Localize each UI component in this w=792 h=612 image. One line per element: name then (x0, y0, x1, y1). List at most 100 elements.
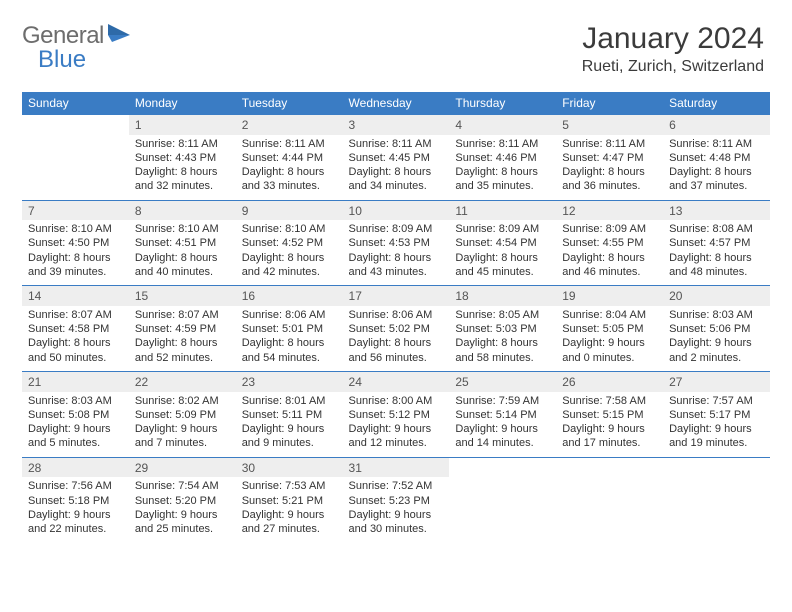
weekday-header: Wednesday (343, 92, 450, 115)
day-line: Sunset: 4:59 PM (135, 322, 230, 336)
day-line: Daylight: 9 hours (349, 422, 444, 436)
day-number (663, 457, 770, 477)
day-line: Sunrise: 8:00 AM (349, 394, 444, 408)
day-number: 8 (129, 200, 236, 220)
day-cell: Sunrise: 8:05 AMSunset: 5:03 PMDaylight:… (449, 306, 556, 372)
day-number: 3 (343, 115, 450, 135)
day-line: Daylight: 8 hours (135, 251, 230, 265)
day-line: Sunset: 5:08 PM (28, 408, 123, 422)
day-line: Daylight: 8 hours (562, 165, 657, 179)
day-cell: Sunrise: 8:10 AMSunset: 4:50 PMDaylight:… (22, 220, 129, 286)
day-line: Daylight: 9 hours (669, 422, 764, 436)
day-line: Sunrise: 8:09 AM (349, 222, 444, 236)
day-line: Daylight: 9 hours (242, 422, 337, 436)
day-line: Sunrise: 8:06 AM (242, 308, 337, 322)
day-number: 30 (236, 457, 343, 477)
day-line: Sunset: 5:17 PM (669, 408, 764, 422)
day-number: 2 (236, 115, 343, 135)
day-number: 17 (343, 286, 450, 306)
day-number: 4 (449, 115, 556, 135)
day-number: 19 (556, 286, 663, 306)
day-line: and 9 minutes. (242, 436, 337, 450)
day-line: Sunset: 4:44 PM (242, 151, 337, 165)
day-line: Sunrise: 8:09 AM (455, 222, 550, 236)
day-cell: Sunrise: 8:03 AMSunset: 5:08 PMDaylight:… (22, 392, 129, 458)
day-line: Daylight: 9 hours (135, 422, 230, 436)
day-line: Sunset: 5:20 PM (135, 494, 230, 508)
day-line: Sunrise: 7:53 AM (242, 479, 337, 493)
day-line: and 27 minutes. (242, 522, 337, 536)
day-number: 12 (556, 200, 663, 220)
day-cell: Sunrise: 7:52 AMSunset: 5:23 PMDaylight:… (343, 477, 450, 542)
day-line: Sunrise: 8:11 AM (669, 137, 764, 151)
day-number: 22 (129, 372, 236, 392)
day-line: Daylight: 8 hours (455, 336, 550, 350)
day-line: and 48 minutes. (669, 265, 764, 279)
day-cell (556, 477, 663, 542)
day-line: Sunset: 4:54 PM (455, 236, 550, 250)
day-cell: Sunrise: 8:02 AMSunset: 5:09 PMDaylight:… (129, 392, 236, 458)
day-cell: Sunrise: 7:58 AMSunset: 5:15 PMDaylight:… (556, 392, 663, 458)
day-line: Sunset: 4:53 PM (349, 236, 444, 250)
day-line: and 42 minutes. (242, 265, 337, 279)
day-line: Daylight: 8 hours (242, 251, 337, 265)
day-line: Sunrise: 8:11 AM (349, 137, 444, 151)
day-cell: Sunrise: 8:07 AMSunset: 4:59 PMDaylight:… (129, 306, 236, 372)
day-line: Sunrise: 8:09 AM (562, 222, 657, 236)
day-line: and 37 minutes. (669, 179, 764, 193)
day-line: and 17 minutes. (562, 436, 657, 450)
day-line: Sunrise: 7:58 AM (562, 394, 657, 408)
day-line: and 7 minutes. (135, 436, 230, 450)
day-line: Daylight: 8 hours (455, 251, 550, 265)
day-cell: Sunrise: 8:06 AMSunset: 5:01 PMDaylight:… (236, 306, 343, 372)
day-number: 16 (236, 286, 343, 306)
day-number: 15 (129, 286, 236, 306)
day-number: 25 (449, 372, 556, 392)
day-line: Daylight: 8 hours (242, 165, 337, 179)
day-cell: Sunrise: 8:11 AMSunset: 4:48 PMDaylight:… (663, 135, 770, 201)
day-number: 1 (129, 115, 236, 135)
day-line: Sunset: 4:47 PM (562, 151, 657, 165)
day-cell (22, 135, 129, 201)
day-line: Sunset: 4:55 PM (562, 236, 657, 250)
weekday-header: Thursday (449, 92, 556, 115)
day-line: Sunrise: 8:03 AM (669, 308, 764, 322)
day-line: Sunrise: 8:06 AM (349, 308, 444, 322)
day-line: Sunset: 5:01 PM (242, 322, 337, 336)
day-line: and 43 minutes. (349, 265, 444, 279)
day-line: Sunset: 4:57 PM (669, 236, 764, 250)
day-line: and 36 minutes. (562, 179, 657, 193)
day-line: Sunset: 4:48 PM (669, 151, 764, 165)
day-line: Daylight: 9 hours (562, 336, 657, 350)
day-line: and 12 minutes. (349, 436, 444, 450)
day-line: Sunset: 5:06 PM (669, 322, 764, 336)
day-line: Sunrise: 8:11 AM (242, 137, 337, 151)
day-line: Sunset: 4:51 PM (135, 236, 230, 250)
day-line: Sunrise: 8:05 AM (455, 308, 550, 322)
weekday-header: Monday (129, 92, 236, 115)
day-line: Sunrise: 8:10 AM (135, 222, 230, 236)
month-title: January 2024 (582, 22, 764, 56)
day-number: 20 (663, 286, 770, 306)
day-line: Sunset: 4:43 PM (135, 151, 230, 165)
day-line: and 58 minutes. (455, 351, 550, 365)
day-line: Daylight: 9 hours (28, 508, 123, 522)
day-line: Sunrise: 8:11 AM (135, 137, 230, 151)
daynum-row: 28293031 (22, 457, 770, 477)
day-line: Sunrise: 8:04 AM (562, 308, 657, 322)
content-row: Sunrise: 8:10 AMSunset: 4:50 PMDaylight:… (22, 220, 770, 286)
day-cell (449, 477, 556, 542)
day-number: 23 (236, 372, 343, 392)
day-number (449, 457, 556, 477)
day-cell: Sunrise: 8:01 AMSunset: 5:11 PMDaylight:… (236, 392, 343, 458)
day-line: Sunrise: 8:08 AM (669, 222, 764, 236)
day-line: and 45 minutes. (455, 265, 550, 279)
weekday-header-row: Sunday Monday Tuesday Wednesday Thursday… (22, 92, 770, 115)
day-cell: Sunrise: 8:08 AMSunset: 4:57 PMDaylight:… (663, 220, 770, 286)
day-number: 26 (556, 372, 663, 392)
day-cell: Sunrise: 7:54 AMSunset: 5:20 PMDaylight:… (129, 477, 236, 542)
day-line: and 46 minutes. (562, 265, 657, 279)
day-cell: Sunrise: 8:06 AMSunset: 5:02 PMDaylight:… (343, 306, 450, 372)
day-line: Daylight: 8 hours (669, 165, 764, 179)
day-line: and 2 minutes. (669, 351, 764, 365)
